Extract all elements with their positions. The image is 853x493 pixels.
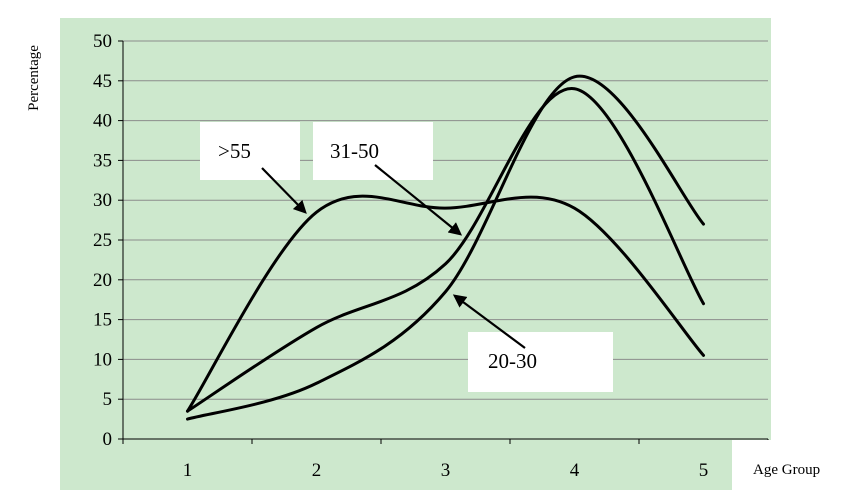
plot-background [60, 18, 771, 490]
y-tick-label: 30 [93, 190, 112, 211]
callout-series-0: >55 [200, 122, 307, 214]
series-lines [186, 74, 705, 421]
y-axis-title: Percentage [26, 45, 42, 111]
y-tick-label: 5 [103, 389, 113, 410]
callout-label-series-0: >55 [218, 139, 251, 163]
callout-arrow-series-0 [261, 167, 307, 214]
series-line-2 [186, 74, 705, 421]
y-tick-label: 35 [93, 150, 112, 171]
callout-arrow-series-1 [374, 164, 463, 236]
y-tick-labels: 0 5 10 15 20 25 30 35 40 45 50 [93, 31, 112, 450]
callout-series-2: 20-30 [452, 294, 613, 392]
x-tick-label: 5 [699, 460, 709, 481]
x-tick-label: 2 [312, 460, 322, 481]
series-line-0 [186, 194, 705, 413]
y-tick-label: 0 [103, 429, 113, 450]
callout-label-series-2: 20-30 [488, 349, 537, 373]
y-tick-label: 15 [93, 310, 112, 331]
callout-box-series-2 [468, 332, 613, 392]
y-tick-label: 20 [93, 270, 112, 291]
callout-series-1: 31-50 [313, 122, 463, 236]
y-tick-label: 40 [93, 111, 112, 132]
y-tick-label: 10 [93, 349, 112, 370]
x-tick-label: 4 [570, 460, 580, 481]
x-axis-title-box [732, 440, 853, 493]
y-tick-label: 45 [93, 71, 112, 92]
callout-box-series-1 [313, 122, 433, 180]
callout-box-series-0 [200, 122, 300, 180]
y-tick-label: 25 [93, 230, 112, 251]
y-tick-label: 50 [93, 31, 112, 52]
x-tick-label: 1 [183, 460, 193, 481]
x-tick-label: 3 [441, 460, 451, 481]
x-tick-labels: 1 2 3 4 5 [183, 460, 709, 481]
x-axis-title: Age Group [753, 462, 820, 478]
series-line-1 [186, 87, 705, 413]
callout-label-series-1: 31-50 [330, 139, 379, 163]
callout-arrow-series-2 [452, 294, 526, 349]
axes [118, 40, 769, 444]
